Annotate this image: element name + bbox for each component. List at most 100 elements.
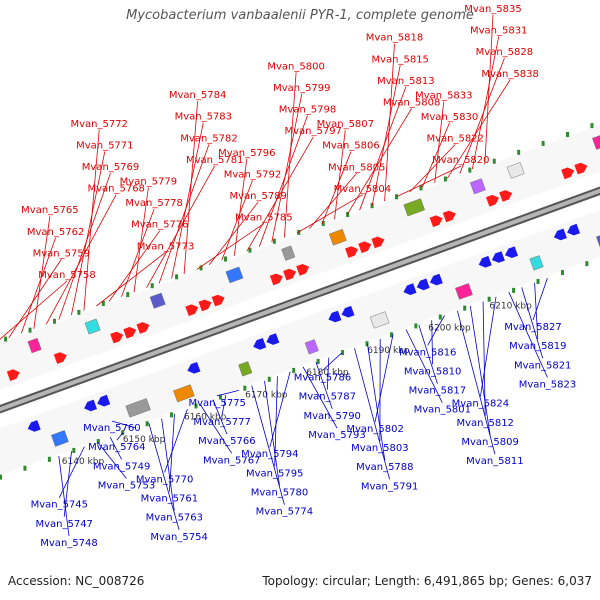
reverse-leader-line [418,324,438,384]
forward-gene-label: Mvan_5815 [371,54,428,65]
reverse-gene-label: Mvan_5790 [303,411,360,422]
forward-gene-label: Mvan_5820 [432,155,489,166]
reverse-leader-line [482,301,486,416]
forward-gene-label: Mvan_5776 [131,220,188,231]
forward-leader-line [221,180,253,261]
tick-dot [389,332,393,338]
reverse-gene-label: Mvan_5827 [504,322,561,333]
forward-leader-line [309,173,358,229]
reverse-gene-label: Mvan_5761 [141,494,198,505]
tick-dot [194,403,198,409]
forward-gene-arrow [53,352,67,364]
forward-gene-label: Mvan_5771 [76,141,133,152]
reverse-leader-line [58,455,70,537]
forward-leader-line [146,165,216,288]
forward-gene-label: Mvan_5799 [273,83,330,94]
forward-gene-label: Mvan_5831 [470,26,527,37]
tick-dot [590,123,594,129]
forward-gene-label: Mvan_5789 [229,191,286,202]
forward-gene-arrow [574,162,588,175]
domain-box [454,283,473,300]
domain-box [238,361,253,377]
reverse-gene-label: Mvan_5787 [299,392,356,403]
reverse-gene-label: Mvan_5754 [150,532,207,543]
forward-leader-line [208,201,259,266]
reverse-leader-line [354,348,390,480]
reverse-gene-label: Mvan_5793 [308,430,365,441]
forward-gene-label: Mvan_5822 [426,134,483,145]
tick-dot [4,336,8,342]
reverse-leader-line [508,291,548,378]
tick-dot [248,247,252,253]
reverse-gene-arrow [27,420,41,432]
tick-dot [292,367,296,373]
tick-dot [443,176,447,182]
forward-leader-line [484,14,494,165]
domain-box [369,311,390,329]
reverse-gene-arrow [97,394,111,407]
tick-dot [199,265,203,271]
forward-leader-line [321,151,352,225]
reverse-gene-label: Mvan_5811 [466,456,523,467]
reverse-leader-line [217,390,239,397]
reverse-leader-line [367,343,386,461]
forward-leader-line [183,101,198,275]
reverse-gene-label: Mvan_5809 [461,437,518,448]
forward-gene-label: Mvan_5762 [27,227,84,238]
tick-dot [566,132,570,138]
tick-dot [346,212,350,218]
tick-dot [218,394,222,400]
forward-leader-line [446,79,511,179]
forward-gene-arrow [429,215,443,228]
forward-gene-label: Mvan_5800 [267,61,324,72]
tick-dot [47,456,51,462]
reverse-gene-label: Mvan_5760 [83,423,140,434]
reverse-leader-line [161,418,175,511]
tick-dot [341,350,345,356]
tick-dot [0,474,3,480]
reverse-gene-label: Mvan_5794 [241,449,298,460]
domain-box [149,292,166,309]
forward-gene-label: Mvan_5758 [38,270,95,281]
forward-leader-line [421,122,450,188]
tick-dot [267,376,271,382]
reverse-leader-line [111,420,137,429]
forward-gene-arrow [110,331,124,344]
scale-tick-label: 6160 kbp [184,413,227,423]
forward-gene-arrow [123,326,137,339]
reverse-gene-label: Mvan_5824 [452,399,509,410]
reverse-leader-line [148,422,180,531]
reverse-gene-label: Mvan_5812 [456,418,513,429]
domain-box [403,198,426,217]
domain-box [304,339,319,355]
domain-box [328,228,347,246]
tick-dot [321,220,325,226]
forward-gene-arrow [345,246,359,258]
forward-leader-line [384,43,395,202]
scale-tick-label: 6180 kbp [306,368,349,378]
reverse-gene-label: Mvan_5747 [35,519,92,530]
reverse-gene-arrow [266,333,280,345]
reverse-gene-label: Mvan_5795 [246,468,303,479]
reverse-gene-label: Mvan_5763 [146,513,203,524]
reverse-leader-line [116,432,124,441]
forward-gene-label: Mvan_5804 [334,184,391,195]
forward-leader-line [8,259,62,339]
forward-gene-label: Mvan_5796 [218,148,275,159]
reverse-gene-label: Mvan_5766 [198,436,255,447]
domain-box [469,178,486,195]
reverse-leader-line [221,395,227,415]
forward-gene-label: Mvan_5830 [421,112,478,123]
reverse-leader-line [521,287,544,359]
domain-box [225,266,244,284]
genome-title: Mycobacterium vanbaalenii PYR-1, complet… [126,8,474,23]
tick-dot [96,439,100,445]
tick-dot [492,158,496,164]
domain-box [84,318,101,335]
reverse-leader-line [212,399,228,435]
reverse-leader-line [457,310,496,455]
reverse-leader-line [315,362,333,409]
reverse-gene-label: Mvan_5780 [251,488,308,499]
reverse-leader-line [532,277,548,321]
reverse-leader-line [326,357,330,390]
